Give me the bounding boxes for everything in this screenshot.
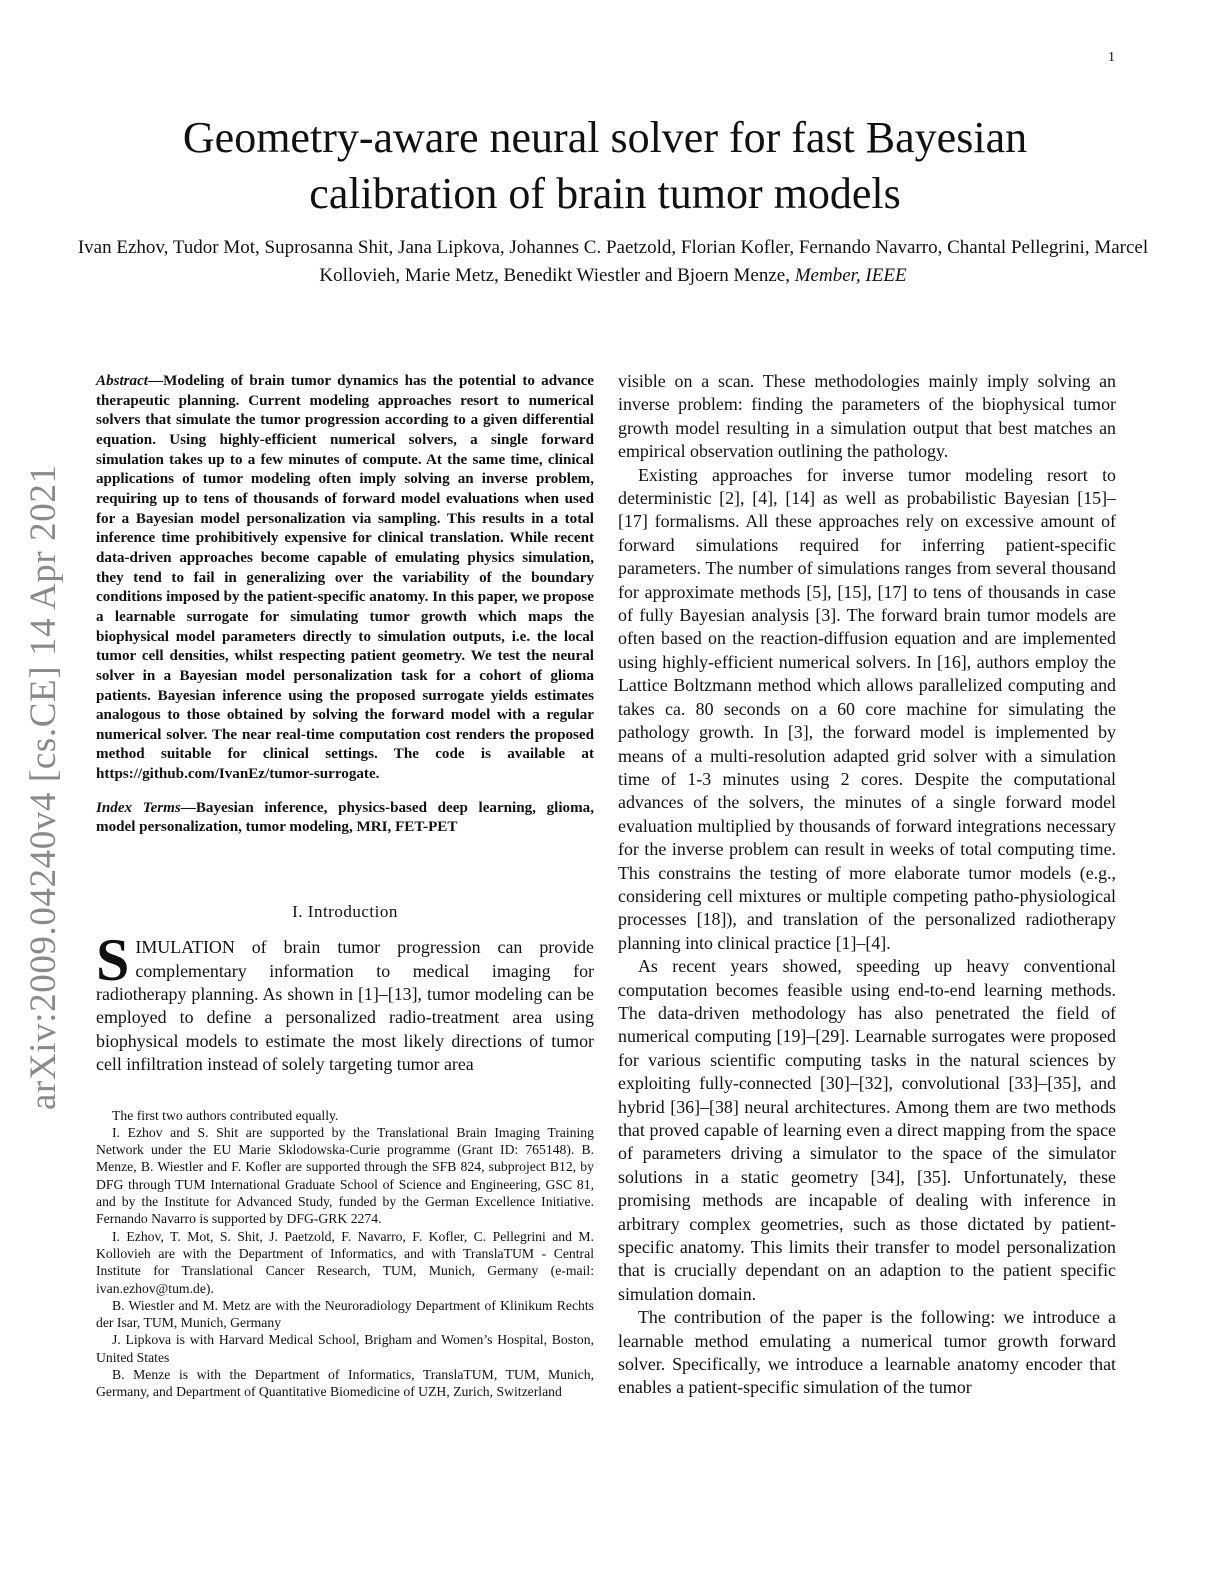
section-heading-introduction: I. Introduction [292, 902, 398, 922]
intro-dropcap: S [96, 927, 130, 994]
footnote: B. Menze is with the Department of Infor… [96, 1366, 594, 1400]
abstract-lead: Abstract [96, 373, 148, 389]
author-membership: Member, IEEE [794, 265, 907, 286]
left-column: Abstract—Modeling of brain tumor dynamic… [96, 372, 594, 1401]
title-line-2: calibration of brain tumor models [309, 169, 901, 218]
arxiv-identifier-stamp[interactable]: arXiv:2009.04240v4 [cs.CE] 14 Apr 2021 [23, 464, 64, 1110]
body-paragraph: As recent years showed, speeding up heav… [618, 956, 1116, 1304]
intro-text: IMULATION of brain tumor progression can… [96, 937, 594, 1075]
footnote: J. Lipkova is with Harvard Medical Schoo… [96, 1332, 594, 1365]
body-paragraph: visible on a scan. These methodologies m… [618, 371, 1116, 462]
body-paragraph: Existing approaches for inverse tumor mo… [618, 464, 1116, 953]
paper-title: Geometry-aware neural solver for fast Ba… [70, 110, 1140, 222]
right-column: visible on a scan. These methodologies m… [618, 370, 1116, 1400]
abstract: Abstract—Modeling of brain tumor dynamic… [96, 372, 594, 785]
page-number: 1 [1108, 50, 1115, 65]
footnote: I. Ezhov and S. Shit are supported by th… [96, 1124, 594, 1227]
index-terms-lead: Index Terms [96, 799, 181, 816]
title-line-1: Geometry-aware neural solver for fast Ba… [182, 113, 1028, 162]
intro-paragraph: S IMULATION of brain tumor progression ca… [96, 927, 594, 1076]
index-terms: Index Terms—Bayesian inference, physics-… [96, 799, 594, 838]
body-paragraph: The contribution of the paper is the fol… [618, 1307, 1116, 1398]
index-terms-text: —Bayesian inference, physics-based deep … [96, 799, 594, 836]
abstract-text: —Modeling of brain tumor dynamics has th… [96, 373, 594, 783]
author-list: Ivan Ezhov, Tudor Mot, Suprosanna Shit, … [70, 234, 1156, 290]
footnote: The first two authors contributed equall… [112, 1107, 339, 1123]
footnote: B. Wiestler and M. Metz are with the Neu… [96, 1297, 594, 1331]
footnote: I. Ezhov, T. Mot, S. Shit, J. Paetzold, … [96, 1228, 594, 1296]
footnotes: The first two authors contributed equall… [96, 1107, 594, 1401]
author-names: Ivan Ezhov, Tudor Mot, Suprosanna Shit, … [77, 237, 1149, 286]
